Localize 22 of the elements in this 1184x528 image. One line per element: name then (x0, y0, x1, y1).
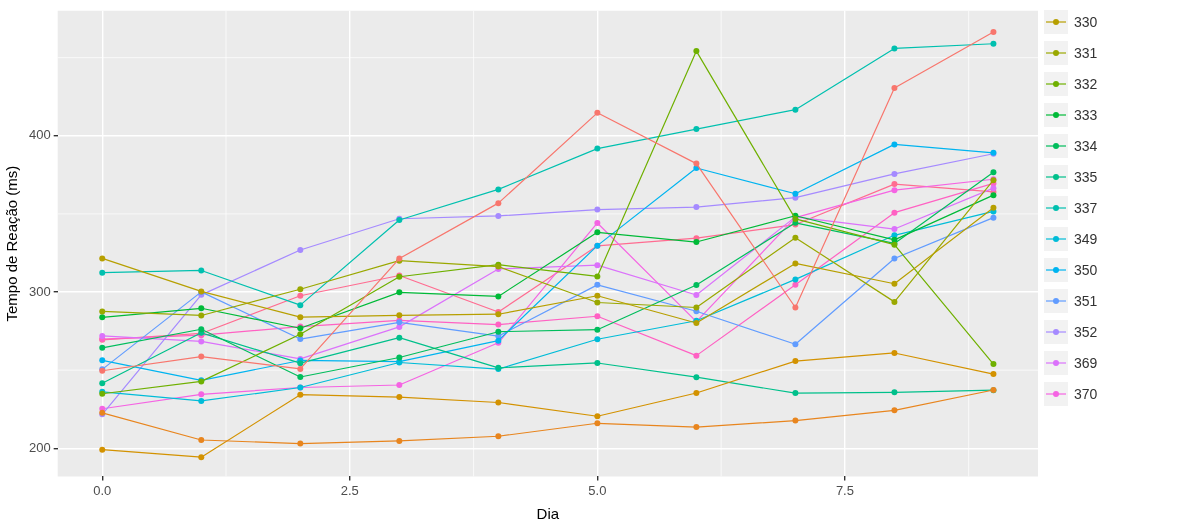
legend-label: 369 (1074, 354, 1098, 371)
y-axis-title: Tempo de Reação (ms) (3, 165, 21, 322)
legend-label: 333 (1074, 106, 1098, 123)
x-tick-label: 7.5 (835, 482, 854, 498)
x-tick-label: 5.0 (588, 482, 607, 498)
legend-label: 332 (1074, 75, 1098, 92)
y-tick-label: 400 (28, 127, 51, 143)
legend-label: 351 (1074, 292, 1098, 309)
x-tick-label: 2.5 (340, 482, 359, 498)
legend-label: 334 (1074, 137, 1098, 154)
y-tick-label: 200 (28, 439, 51, 455)
legend-label: 330 (1074, 13, 1098, 30)
legend-label: 349 (1074, 230, 1098, 247)
legend-label: 350 (1074, 261, 1098, 278)
legend-label: 370 (1074, 385, 1098, 402)
x-axis-title: Dia (536, 505, 560, 523)
legend-label: 335 (1074, 168, 1098, 185)
legend-label: 331 (1074, 44, 1098, 61)
y-tick-label: 300 (28, 283, 51, 299)
legend-label: 352 (1074, 323, 1098, 340)
x-tick-label: 0.0 (93, 482, 112, 498)
legend-label: 337 (1074, 199, 1098, 216)
